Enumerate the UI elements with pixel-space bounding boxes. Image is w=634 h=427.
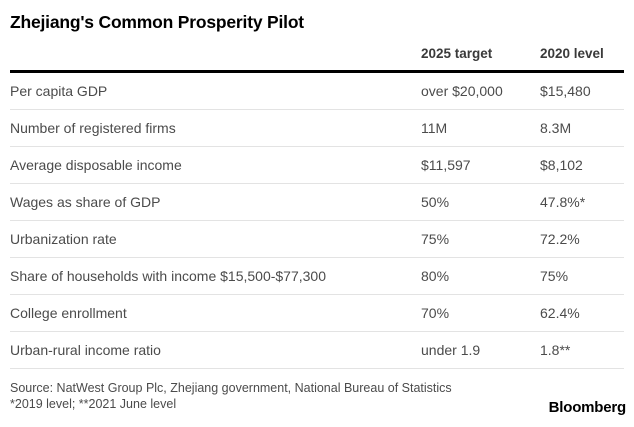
row-value-level: 47.8%* xyxy=(540,194,586,210)
row-value-target: 70% xyxy=(421,305,450,321)
row-label: College enrollment xyxy=(10,305,127,321)
row-value-level: 75% xyxy=(540,268,569,284)
row-value-target: over $20,000 xyxy=(421,83,503,99)
table-row: College enrollment 70% 62.4% xyxy=(10,295,624,332)
row-value-target: 75% xyxy=(421,231,450,247)
column-header-blank xyxy=(10,61,421,70)
row-value-target: under 1.9 xyxy=(421,342,481,358)
row-label: Urban-rural income ratio xyxy=(10,342,161,358)
row-value-level: 1.8** xyxy=(540,342,571,358)
row-value-level: 72.2% xyxy=(540,231,580,247)
table-row: Per capita GDP over $20,000 $15,480 xyxy=(10,73,624,110)
row-label: Number of registered firms xyxy=(10,120,176,136)
source-block: Source: NatWest Group Plc, Zhejiang gove… xyxy=(10,380,624,412)
data-table: 2025 target 2020 level Per capita GDP ov… xyxy=(10,33,624,369)
row-value-level: $15,480 xyxy=(540,83,591,99)
row-value-target: 80% xyxy=(421,268,450,284)
table-row: Urban-rural income ratio under 1.9 1.8** xyxy=(10,332,624,369)
table-row: Share of households with income $15,500-… xyxy=(10,258,624,295)
row-value-target: $11,597 xyxy=(421,157,471,173)
row-label: Wages as share of GDP xyxy=(10,194,161,210)
row-label: Share of households with income $15,500-… xyxy=(10,268,326,284)
source-text: Source: NatWest Group Plc, Zhejiang gove… xyxy=(10,381,452,395)
row-value-level: 62.4% xyxy=(540,305,580,321)
row-value-target: 50% xyxy=(421,194,450,210)
table-row: Average disposable income $11,597 $8,102 xyxy=(10,147,624,184)
table-header-row: 2025 target 2020 level xyxy=(10,33,624,73)
table-row: Wages as share of GDP 50% 47.8%* xyxy=(10,184,624,221)
column-header-2025-target: 2025 target xyxy=(421,46,493,61)
footnote-text: *2019 level; **2021 June level xyxy=(10,397,177,411)
page-title: Zhejiang's Common Prosperity Pilot xyxy=(10,12,304,32)
row-value-level: $8,102 xyxy=(540,157,583,173)
row-value-target: 11M xyxy=(421,120,448,136)
row-label: Average disposable income xyxy=(10,157,182,173)
column-header-2020-level: 2020 level xyxy=(540,46,604,61)
row-value-level: 8.3M xyxy=(540,120,572,136)
row-label: Per capita GDP xyxy=(10,83,108,99)
table-row: Number of registered firms 11M 8.3M xyxy=(10,110,624,147)
row-label: Urbanization rate xyxy=(10,231,117,247)
table-row: Urbanization rate 75% 72.2% xyxy=(10,221,624,258)
bloomberg-logo: Bloomberg xyxy=(548,399,627,416)
